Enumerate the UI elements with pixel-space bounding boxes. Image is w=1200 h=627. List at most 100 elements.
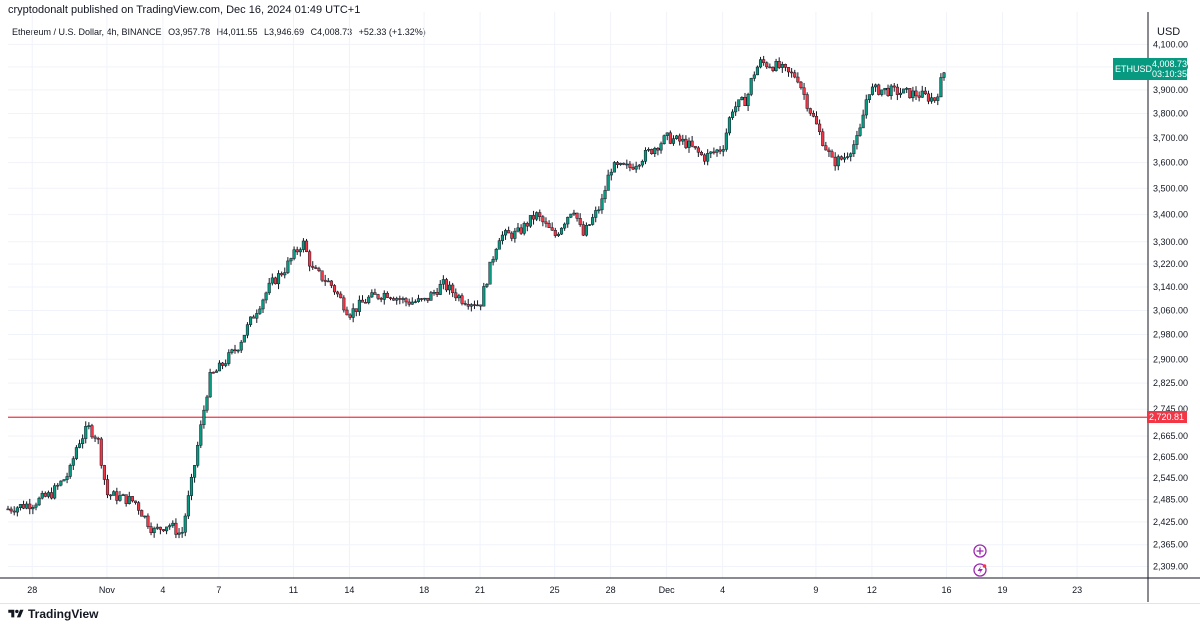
candle-body: [796, 76, 800, 83]
candle-body: [264, 292, 268, 301]
candle-body: [56, 484, 60, 487]
currency-label[interactable]: USD: [1157, 26, 1181, 38]
candle-body: [31, 506, 35, 510]
last-price-value: 4,008.73: [1152, 58, 1188, 69]
candle-body: [905, 88, 909, 90]
candle-body: [877, 84, 881, 95]
candle-body: [360, 299, 365, 303]
candle-body: [407, 301, 411, 305]
time-tick-label: Dec: [659, 585, 676, 595]
candle-body: [805, 94, 809, 109]
candle-body: [507, 230, 511, 234]
last-price-tag: ETHUSD 4,008.73 03:10:35: [1113, 57, 1188, 80]
candle-body: [74, 447, 78, 459]
candle-body: [839, 156, 843, 160]
candle-body: [830, 151, 834, 158]
candle-body: [9, 508, 13, 512]
candle-body: [472, 304, 476, 306]
candle-body: [457, 295, 461, 299]
candle-body: [525, 223, 529, 227]
candle-body: [314, 267, 318, 269]
candle-body: [84, 426, 88, 439]
candle-body: [684, 138, 688, 148]
candle-body: [286, 260, 290, 273]
candle-body: [252, 316, 256, 319]
candle-body: [230, 349, 234, 353]
candle-body: [258, 308, 262, 314]
ticker-label: ETHUSD: [1115, 63, 1153, 74]
candle-body: [395, 298, 399, 301]
price-tick-label: 3,400.00: [1153, 210, 1188, 220]
candle-body: [752, 74, 756, 79]
tradingview-brand: TradingView: [28, 607, 99, 621]
candle-body: [634, 165, 638, 170]
candle-body: [818, 123, 822, 133]
candle-body: [68, 465, 72, 477]
price-tick-label: 3,300.00: [1153, 237, 1188, 247]
candle-body: [227, 352, 231, 364]
candle-body: [749, 78, 753, 95]
candle-body: [463, 303, 467, 305]
candle-body: [786, 67, 791, 73]
candle-body: [920, 90, 924, 98]
candle-body: [298, 249, 302, 253]
candle-body: [53, 485, 57, 499]
candle-body: [401, 298, 405, 300]
candle-body: [746, 94, 750, 107]
candle-body: [202, 409, 206, 425]
time-tick-label: Nov: [99, 585, 116, 595]
close-value: C4,008.73: [310, 27, 353, 37]
candle-body: [121, 494, 125, 496]
time-tick-label: 7: [216, 585, 221, 595]
candle-body: [90, 425, 94, 438]
time-tick-label: 9: [813, 585, 818, 595]
symbol-legend: Ethereum / U.S. Dollar, 4h, BINANCE O3,9…: [12, 27, 426, 37]
candle-body: [109, 494, 113, 497]
candle-body: [214, 370, 218, 373]
candle-body: [438, 283, 442, 295]
open-value: O3,957.78: [168, 27, 211, 37]
candle-body: [559, 227, 564, 235]
candle-body: [342, 297, 346, 311]
price-tick-label: 3,500.00: [1153, 183, 1188, 193]
candle-body: [466, 304, 470, 307]
price-tick-label: 3,060.00: [1153, 305, 1188, 315]
candle-body: [208, 372, 212, 398]
candle-body: [675, 135, 679, 139]
candle-body: [867, 94, 871, 100]
candle-body: [550, 227, 554, 231]
candle-body: [161, 529, 166, 532]
candle-body: [587, 224, 592, 226]
candle-body: [898, 92, 903, 95]
candle-body: [423, 297, 427, 300]
candle-body: [730, 111, 735, 118]
candle-body: [354, 308, 358, 312]
candle-body: [28, 503, 32, 510]
candle-body: [535, 212, 539, 220]
candle-body: [488, 261, 492, 285]
candle-body: [516, 227, 520, 232]
symbol-name[interactable]: Ethereum / U.S. Dollar, 4h, BINANCE: [12, 27, 162, 37]
candle-body: [647, 149, 651, 151]
candle-body: [656, 148, 660, 151]
candle-body: [886, 87, 890, 96]
candle-body: [239, 341, 243, 351]
lightning-icon: [973, 563, 987, 577]
notification-dot: [982, 564, 987, 568]
candle-body: [497, 240, 501, 250]
candle-body: [140, 510, 144, 517]
candle-body: [432, 291, 436, 294]
candle-body: [332, 285, 337, 293]
candle-body: [482, 286, 486, 307]
candle-body: [62, 479, 66, 482]
candle-body: [242, 334, 246, 343]
candle-body: [133, 500, 138, 503]
time-tick-label: 18: [419, 585, 429, 595]
candle-body: [118, 495, 122, 501]
candle-body: [289, 258, 293, 262]
candle-body: [339, 293, 343, 299]
tradingview-logo[interactable]: TradingView: [8, 607, 98, 621]
candle-body: [734, 106, 738, 113]
candle-body: [531, 215, 536, 220]
